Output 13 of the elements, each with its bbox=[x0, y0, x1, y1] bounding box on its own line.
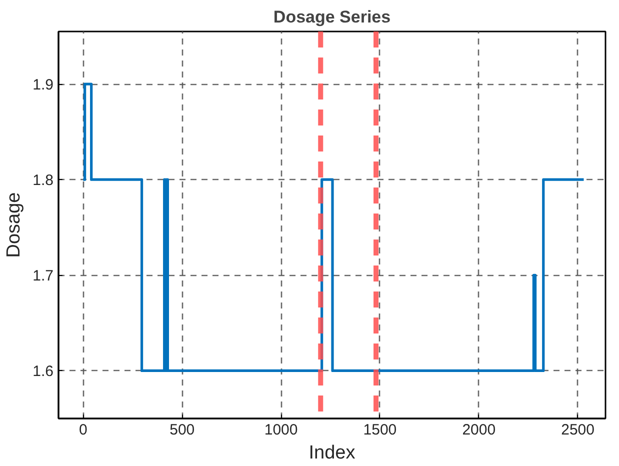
y-tick-label: 1.6 bbox=[32, 363, 54, 380]
y-tick-label: 1.9 bbox=[32, 76, 54, 94]
x-axis-title: Index bbox=[308, 442, 356, 464]
x-tick-label: 1000 bbox=[264, 422, 298, 438]
y-axis-title: Dosage bbox=[4, 192, 25, 258]
x-tick-label: 500 bbox=[170, 422, 195, 438]
x-tick-label: 0 bbox=[79, 422, 88, 438]
x-tick-label: 2000 bbox=[462, 422, 496, 438]
x-tick-label: 1500 bbox=[363, 422, 397, 438]
y-tick-label: 1.7 bbox=[32, 268, 54, 285]
y-tick-label: 1.8 bbox=[32, 172, 54, 190]
chart-title: Dosage Series bbox=[273, 8, 391, 26]
x-tick-label: 2500 bbox=[561, 422, 594, 438]
